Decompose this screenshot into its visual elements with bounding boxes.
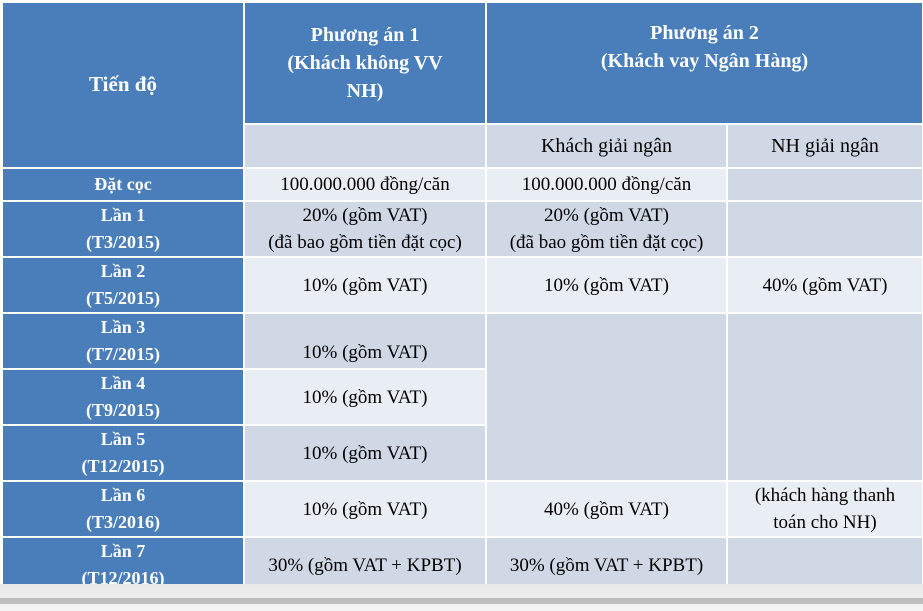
cell-nh-lan-6: (khách hàng thanh toán cho NH): [726, 480, 923, 538]
row-label-dat-coc: Đặt cọc: [1, 167, 245, 202]
row-label-lan-1: Lần 1 (T3/2015): [1, 200, 245, 258]
cell-nh-dat-coc: [726, 167, 923, 202]
header-phuong-an-1: Phương án 1 (Khách không VV NH): [243, 1, 487, 125]
cell-khach-dat-coc: 100.000.000 đồng/căn: [485, 167, 728, 202]
cell-khach-lan-2: 10% (gồm VAT): [485, 256, 728, 314]
row-label-lan-6: Lần 6 (T3/2016): [1, 480, 245, 538]
row-label-lan-4: Lần 4 (T9/2015): [1, 368, 245, 426]
header-khach-giai-ngan: Khách giải ngân: [485, 123, 728, 169]
cell-pa1-lan-3: 10% (gồm VAT): [243, 312, 487, 370]
row-label-lan-2: Lần 2 (T5/2015): [1, 256, 245, 314]
row-label-lan-3: Lần 3 (T7/2015): [1, 312, 245, 370]
cell-khach-lan-1: 20% (gồm VAT) (đã bao gồm tiền đặt cọc): [485, 200, 728, 258]
cell-nh-lan-2: 40% (gồm VAT): [726, 256, 923, 314]
cell-pa1-dat-coc: 100.000.000 đồng/căn: [243, 167, 487, 202]
header-phuong-an-2: Phương án 2 (Khách vay Ngân Hàng): [485, 1, 923, 125]
cell-pa1-lan-5: 10% (gồm VAT): [243, 424, 487, 482]
cell-nh-lan-3-5: [726, 312, 923, 482]
slide-bottom-divider: [0, 598, 923, 604]
header-nh-giai-ngan: NH giải ngân: [726, 123, 923, 169]
cell-pa1-lan-7: 30% (gồm VAT + KPBT): [243, 536, 487, 594]
payment-schedule-table: Tiến độ Phương án 1 (Khách không VV NH) …: [1, 1, 923, 594]
header-pa1-blank: [243, 123, 487, 169]
cell-khach-lan-6: 40% (gồm VAT): [485, 480, 728, 538]
row-label-lan-5: Lần 5 (T12/2015): [1, 424, 245, 482]
cell-pa1-lan-6: 10% (gồm VAT): [243, 480, 487, 538]
cell-pa1-lan-1: 20% (gồm VAT) (đã bao gồm tiền đặt cọc): [243, 200, 487, 258]
cell-pa1-lan-4: 10% (gồm VAT): [243, 368, 487, 426]
slide-bottom-shadow: [0, 584, 923, 611]
cell-pa1-lan-2: 10% (gồm VAT): [243, 256, 487, 314]
cell-khach-lan-3-5: [485, 312, 728, 482]
cell-nh-lan-1: [726, 200, 923, 258]
header-tien-do: Tiến độ: [1, 1, 245, 169]
